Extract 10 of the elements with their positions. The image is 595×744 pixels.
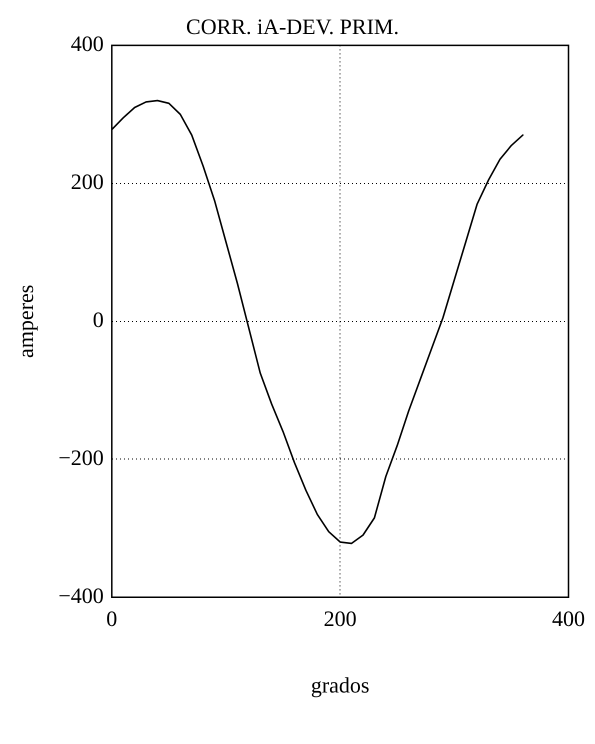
x-axis-title: grados (310, 672, 370, 698)
chart-title: CORR. iA-DEV. PRIM. (186, 14, 399, 39)
y-tick-label: −200 (58, 445, 104, 470)
y-tick-label: −400 (58, 582, 104, 608)
y-axis-title: amperes (12, 284, 38, 358)
x-tick-label: 200 (324, 606, 357, 632)
y-tick-label: 400 (70, 31, 104, 56)
y-tick-label: 0 (92, 307, 104, 332)
x-tick-label: 400 (552, 606, 585, 632)
y-tick-label: 200 (70, 169, 104, 194)
